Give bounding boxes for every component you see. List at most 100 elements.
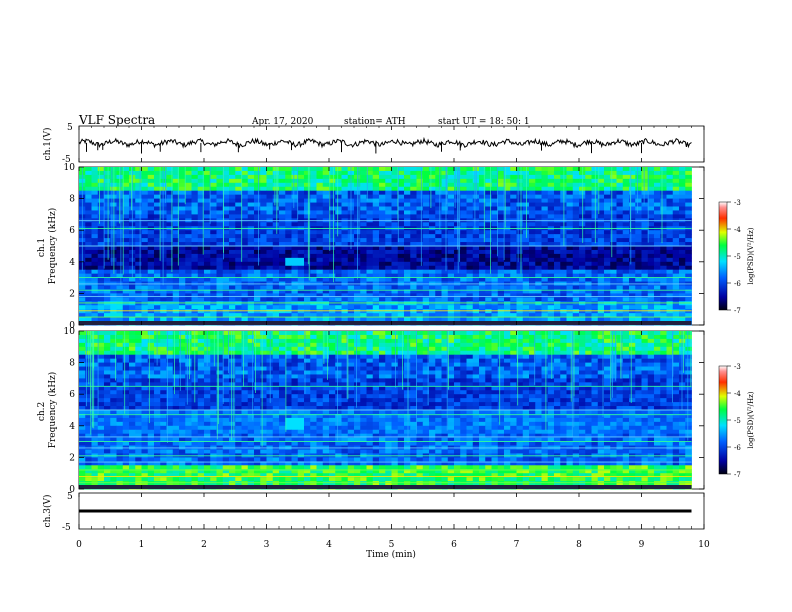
spectrogram-cell [479,305,486,310]
spectrogram-cell [254,178,261,184]
spectrogram-cell [529,305,536,310]
spectrogram-cell [604,362,611,367]
spectrogram-cell [91,317,99,322]
spectrogram-cell [366,309,374,314]
spectrogram-cell [191,170,199,176]
spectrogram-cell [279,366,286,371]
spectrogram-cell [272,297,280,302]
spectrogram-cell [172,338,180,344]
spectrogram-cell [410,309,417,314]
spectrogram-cell [391,230,399,235]
spectrogram-cell [260,301,267,306]
spectrogram-cell [497,293,505,298]
spectrogram-cell [385,305,392,310]
spectrogram-cell [441,174,449,180]
spectrogram-cell [185,301,192,306]
spectrogram-cell [197,358,205,363]
spectrogram-cell [404,362,411,367]
spectrogram-cell [141,273,149,278]
spectrogram-cell [347,261,355,267]
spectrogram-cell [635,257,642,263]
spectrogram-cell [247,178,255,184]
spectrogram-cell [591,222,599,227]
spectrogram-cell [335,242,342,247]
spectrogram-cell [410,190,417,196]
spectrogram-cell [322,182,330,188]
spectrogram-cell [504,285,511,290]
spectrogram-cell [279,305,286,310]
spectrogram-cell [260,182,267,188]
spectrogram-cell [172,301,180,306]
figure-title: VLF Spectra [78,113,155,127]
spectrogram-cell [310,362,317,367]
spectrogram-cell [79,362,86,367]
spectrogram-cell [210,346,217,352]
spectrogram-cell [210,246,217,251]
spectrogram-cell [441,206,449,211]
spectrogram-cell [479,289,486,294]
spectrogram-cell [679,234,686,239]
spectrogram-cell [622,293,630,298]
spectrogram-cell [672,297,680,302]
spectrogram-cell [560,293,567,298]
spectrogram-cell [160,210,167,215]
spectrogram-cell [272,230,280,235]
spectrogram-cell [116,317,124,322]
spectrogram-cell [291,265,299,271]
spectrogram-cell [272,265,280,271]
spectrogram-cell [497,362,505,367]
spectrogram-cell [497,246,505,251]
spectrogram-cell [329,170,336,176]
spectrogram-cell [354,313,361,318]
spectrogram-cell [260,167,267,172]
spectrogram-cell [491,174,499,180]
spectrogram-cell [210,301,217,306]
spectrogram-cell [416,210,424,215]
spectrogram-cell [85,174,92,180]
spectrogram-cell [597,297,605,302]
spectrogram-cell [91,261,99,267]
spectrogram-cell [335,253,342,259]
spectrogram-cell [672,178,680,184]
spectrogram-cell [566,230,574,235]
spectrogram-cell [622,261,630,267]
spectrogram-cell [116,366,124,371]
spectrogram-cell [179,346,186,352]
spectrogram-cell [235,257,242,263]
spectrogram-cell [560,362,567,367]
spectrogram-cell [591,190,599,196]
spectrogram-cell [510,190,517,196]
spectrogram-cell [410,230,417,235]
spectrogram-cell [366,350,374,356]
spectrogram-cell [154,198,161,203]
spectrogram-cell [191,253,199,259]
spectrogram-cell [104,305,111,310]
spectrogram-cell [204,301,211,306]
spectrogram-cell [447,210,455,215]
spectrogram-cell [679,186,686,192]
spectrogram-cell [241,182,249,188]
spectrogram-cell [341,261,349,267]
spectrogram-cell [672,194,680,199]
spectrogram-cell [479,253,486,259]
spectrogram-cell [447,338,455,344]
spectrogram-cell [604,194,611,199]
spectrogram-cell [491,358,499,363]
spectrogram-cell [554,186,561,192]
spectrogram-cell [529,214,536,219]
spectrogram-cell [454,309,461,314]
spectrogram-cell [272,178,280,184]
spectrogram-cell [660,293,667,298]
spectrogram-cell [322,297,330,302]
spectrogram-cell [441,354,449,360]
spectrogram-cell [497,174,505,180]
spectrogram-cell [410,285,417,290]
spectrogram-cell [247,246,255,251]
spectrogram-cell [447,242,455,247]
spectrogram-cell [622,257,630,263]
spectrogram-cell [479,342,486,348]
spectrogram-cell [116,313,124,318]
spectrogram-cell [216,265,224,271]
spectrogram-cell [541,273,549,278]
spectrogram-cell [347,313,355,318]
